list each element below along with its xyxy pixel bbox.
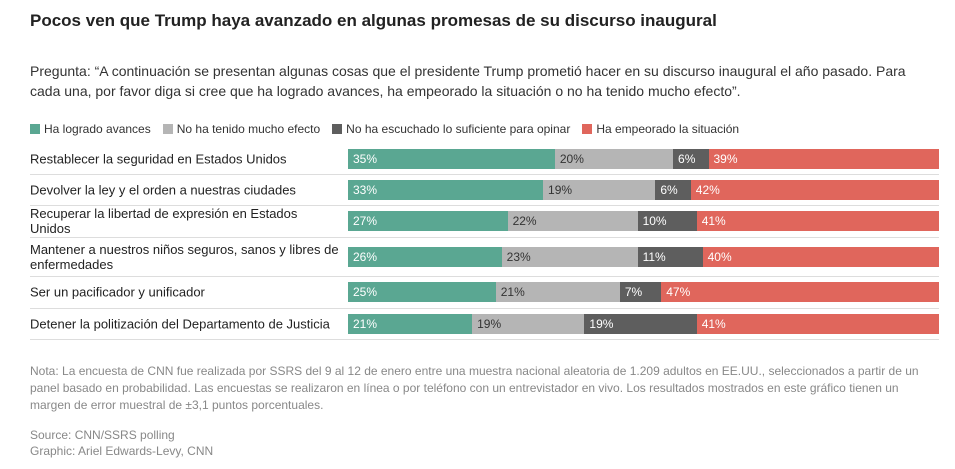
- value-label: 40%: [707, 250, 732, 264]
- note: Nota: La encuesta de CNN fue realizada p…: [30, 364, 919, 412]
- value-label: 6%: [678, 152, 696, 166]
- row-separator: [30, 276, 939, 277]
- bar-segment: 10%: [637, 211, 697, 231]
- value-label: 41%: [701, 317, 726, 331]
- value-label: 39%: [713, 152, 738, 166]
- chart-title: Pocos ven que Trump haya avanzado en alg…: [30, 11, 717, 30]
- value-label: 19%: [589, 317, 614, 331]
- bar-segment: 42%: [690, 180, 939, 200]
- value-label: 23%: [506, 250, 531, 264]
- value-label: 33%: [353, 183, 378, 197]
- bar-segment: 39%: [708, 149, 939, 169]
- value-label: 19%: [477, 317, 502, 331]
- legend-swatch: [162, 124, 173, 134]
- value-label: 11%: [642, 250, 666, 264]
- legend-swatch: [332, 124, 343, 134]
- category-label: Ser un pacificador y unificador: [30, 284, 205, 300]
- bar-segment: 22%: [507, 211, 638, 231]
- value-label: 6%: [660, 183, 678, 197]
- value-label: 7%: [624, 285, 643, 299]
- bar-segment: 7%: [619, 282, 662, 302]
- bar-segment: 33%: [348, 180, 544, 200]
- bar-segment: 19%: [472, 314, 585, 334]
- value-label: 22%: [512, 214, 537, 228]
- value-label: 25%: [353, 285, 378, 299]
- value-label: 21%: [353, 317, 378, 331]
- category-label: Restablecer la seguridad en Estados Unid…: [30, 151, 287, 167]
- chart-subtitle: Pregunta: “A continuación se presentan a…: [30, 63, 906, 99]
- bar-segment: 20%: [554, 149, 674, 169]
- bar-segment: 40%: [702, 247, 939, 267]
- value-label: 26%: [353, 250, 378, 264]
- category-label: Detener la politización del Departamento…: [30, 316, 330, 332]
- bar-segment: 6%: [655, 180, 691, 200]
- legend-swatch: [582, 124, 593, 134]
- bar-segment: 11%: [637, 247, 703, 267]
- bar-segment: 47%: [661, 282, 939, 302]
- legend-item: No ha escuchado lo suficiente para opina…: [332, 122, 570, 136]
- row-separator: [30, 174, 939, 175]
- row-separator: [30, 237, 939, 238]
- bar-segment: 21%: [348, 314, 473, 334]
- bar-segment: 27%: [348, 211, 508, 231]
- legend-label: No ha tenido mucho efecto: [176, 122, 321, 136]
- value-label: 19%: [548, 183, 573, 197]
- category-label: Recuperar la libertad de expresión en Es…: [30, 206, 298, 236]
- bar-segment: 6%: [673, 149, 709, 169]
- value-label: 35%: [353, 152, 378, 166]
- legend-label: No ha escuchado lo suficiente para opina…: [346, 122, 571, 136]
- legend-label: Ha empeorado la situación: [596, 122, 740, 136]
- legend-item: Ha empeorado la situación: [582, 122, 739, 136]
- value-label: 41%: [701, 214, 726, 228]
- bar-segment: 41%: [696, 211, 939, 231]
- category-label: Mantener a nuestros niños seguros, sanos…: [30, 242, 339, 272]
- legend-label: Ha logrado avances: [44, 122, 151, 136]
- legend-item: No ha tenido mucho efecto: [162, 122, 321, 136]
- bar-segment: 41%: [696, 314, 939, 334]
- value-label: 21%: [500, 285, 525, 299]
- row-separator: [30, 205, 939, 206]
- value-label: 47%: [666, 285, 691, 299]
- value-label: 42%: [695, 183, 720, 197]
- bar-segment: 26%: [348, 247, 502, 267]
- bar-segment: 23%: [501, 247, 638, 267]
- legend: Ha logrado avances No ha tenido mucho efe…: [30, 122, 739, 136]
- source: Source: CNN/SSRS polling: [30, 428, 175, 442]
- row-separator: [30, 308, 939, 309]
- category-label: Devolver la ley y el orden a nuestras ci…: [30, 182, 296, 198]
- bar-segment: 19%: [543, 180, 656, 200]
- row-separator: [30, 339, 939, 340]
- value-label: 20%: [559, 152, 584, 166]
- credit: Graphic: Ariel Edwards-Levy, CNN: [30, 444, 214, 458]
- value-label: 27%: [353, 214, 378, 228]
- legend-item: Ha logrado avances: [30, 122, 151, 136]
- bar-segment: 25%: [348, 282, 496, 302]
- bar-segment: 21%: [495, 282, 620, 302]
- bar-segment: 35%: [348, 149, 555, 169]
- value-label: 10%: [642, 214, 667, 228]
- bar-segment: 19%: [584, 314, 697, 334]
- legend-swatch: [30, 124, 40, 134]
